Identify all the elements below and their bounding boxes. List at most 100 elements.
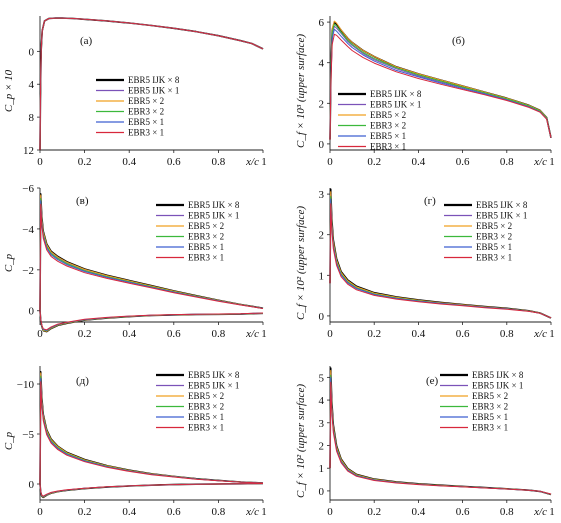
x-tick-label: 0.4 <box>412 506 426 518</box>
x-tick-label: 1 <box>261 328 267 340</box>
x-tick-label: 0.2 <box>367 506 381 518</box>
x-tick-label: 0.8 <box>500 328 514 340</box>
x-tick-label: 0.2 <box>78 506 92 518</box>
y-tick-label: 0 <box>29 479 35 491</box>
y-tick-label: 3 <box>319 189 325 201</box>
x-tick-label: 0.2 <box>367 328 381 340</box>
x-axis-label: x/c <box>533 506 547 518</box>
y-tick-label: −4 <box>22 224 34 236</box>
x-tick-label: 1 <box>549 506 555 518</box>
legend-label: EBR5 × 2 <box>472 391 508 401</box>
y-tick-label: 2 <box>319 440 325 452</box>
panel-letter: (д) <box>76 375 89 387</box>
series-line <box>329 381 552 495</box>
legend-label: EBR5 IJK × 1 <box>188 211 239 221</box>
series-line <box>329 20 552 140</box>
x-tick-label: 0.8 <box>500 156 514 168</box>
y-axis-label: C_f × 10² (upper surface) <box>295 206 307 320</box>
legend-label: EBR5 × 1 <box>128 117 164 127</box>
y-tick-label: 8 <box>29 112 35 124</box>
y-tick-label: 6 <box>319 17 325 29</box>
legend-label: EBR5 × 1 <box>476 242 512 252</box>
x-tick-label: 0.6 <box>456 506 470 518</box>
x-tick-label: 1 <box>549 328 555 340</box>
legend-label: EBR5 × 1 <box>188 412 224 422</box>
x-tick-label: 0.4 <box>122 506 136 518</box>
panel-letter: (е) <box>426 375 439 387</box>
legend-label: EBR3 × 1 <box>188 253 224 263</box>
x-tick-label: 0.6 <box>167 156 181 168</box>
y-tick-label: −2 <box>22 265 34 277</box>
x-axis-label: x/c <box>245 506 259 518</box>
y-tick-label: 4 <box>319 395 325 407</box>
x-tick-label: 0.2 <box>367 156 381 168</box>
x-tick-label: 0 <box>327 156 333 168</box>
panel-letter: (в) <box>76 195 89 207</box>
x-tick-label: 0 <box>327 328 333 340</box>
x-tick-label: 0.8 <box>212 156 226 168</box>
y-tick-label: 0 <box>319 311 325 323</box>
y-tick-label: −10 <box>17 379 35 391</box>
series-line <box>39 377 264 485</box>
legend-label: EBR3 × 2 <box>188 232 224 242</box>
x-tick-label: 0.6 <box>167 506 181 518</box>
y-tick-label: 4 <box>29 79 35 91</box>
x-tick-label: 0.8 <box>212 328 226 340</box>
y-tick-label: 1 <box>319 270 325 282</box>
legend-label: EBR5 IJK × 1 <box>128 86 179 96</box>
legend-label: EBR3 × 1 <box>370 142 406 152</box>
y-axis-label: C_f × 10³ (upper surface) <box>295 34 307 148</box>
series-line <box>39 381 264 485</box>
legend-label: EBR5 × 1 <box>472 412 508 422</box>
legend-label: EBR5 IJK × 8 <box>476 200 528 210</box>
legend-label: EBR5 × 2 <box>370 110 406 120</box>
y-axis-label: C_p <box>3 431 15 450</box>
legend-label: EBR3 × 2 <box>476 232 512 242</box>
x-tick-label: 0.2 <box>78 156 92 168</box>
panel-letter: (а) <box>80 35 93 47</box>
legend-label: EBR5 IJK × 8 <box>188 370 240 380</box>
series-line <box>39 483 264 497</box>
series-line <box>39 17 264 151</box>
legend-label: EBR5 × 2 <box>188 221 224 231</box>
legend-label: EBR5 × 2 <box>188 391 224 401</box>
y-tick-label: 0 <box>29 46 35 58</box>
y-tick-label: −5 <box>22 429 34 441</box>
chart-panel-2: 0 0.2 0.4 0.6 0.8 x/c 1 0 2 4 6 C_f × 10³ (upper su… <box>295 16 555 168</box>
chart-panel-1: 0 0.2 0.4 0.6 0.8 x/c 1 0 4 8 12 C_p × 10 (а) EBR5 IJ… <box>3 16 267 168</box>
chart-panel-3: 0 0.2 0.4 0.6 0.8 x/c 1 −6 −4 −2 0 C_p (в) EBR5 IJK ×… <box>3 183 267 340</box>
y-tick-label: 5 <box>319 372 325 384</box>
y-axis-label: C_f × 10² (upper surface) <box>295 384 307 498</box>
x-tick-label: 0.6 <box>456 156 470 168</box>
y-tick-label: 12 <box>23 145 34 157</box>
legend-label: EBR5 × 1 <box>370 131 406 141</box>
legend-label: EBR5 IJK × 1 <box>472 381 523 391</box>
chart-panel-5: 0 0.2 0.4 0.6 0.8 x/c 1 −10 −5 0 C_p (д) EBR5 IJK × … <box>3 366 267 518</box>
legend-label: EBR3 × 1 <box>476 253 512 263</box>
legend-label: EBR5 × 2 <box>128 96 164 106</box>
legend-label: EBR5 × 2 <box>476 221 512 231</box>
series-line <box>39 310 264 331</box>
legend-label: EBR5 IJK × 1 <box>370 100 421 110</box>
legend-label: EBR3 × 2 <box>370 121 406 131</box>
x-tick-label: 0.4 <box>412 328 426 340</box>
legend-label: EBR5 × 1 <box>188 242 224 252</box>
legend-label: EBR5 IJK × 8 <box>370 89 422 99</box>
legend-label: EBR3 × 1 <box>128 128 164 138</box>
x-tick-label: 0.4 <box>122 156 136 168</box>
y-tick-label: 1 <box>319 463 325 475</box>
x-tick-label: 0.8 <box>212 506 226 518</box>
x-tick-label: 1 <box>549 156 555 168</box>
legend-label: EBR5 IJK × 1 <box>188 381 239 391</box>
legend-label: EBR3 × 2 <box>188 402 224 412</box>
series-line <box>329 203 552 319</box>
series-line <box>39 373 264 485</box>
x-tick-label: 0 <box>327 506 333 518</box>
panel-letter: (г) <box>424 195 436 207</box>
y-axis-label: C_p × 10 <box>3 69 15 112</box>
